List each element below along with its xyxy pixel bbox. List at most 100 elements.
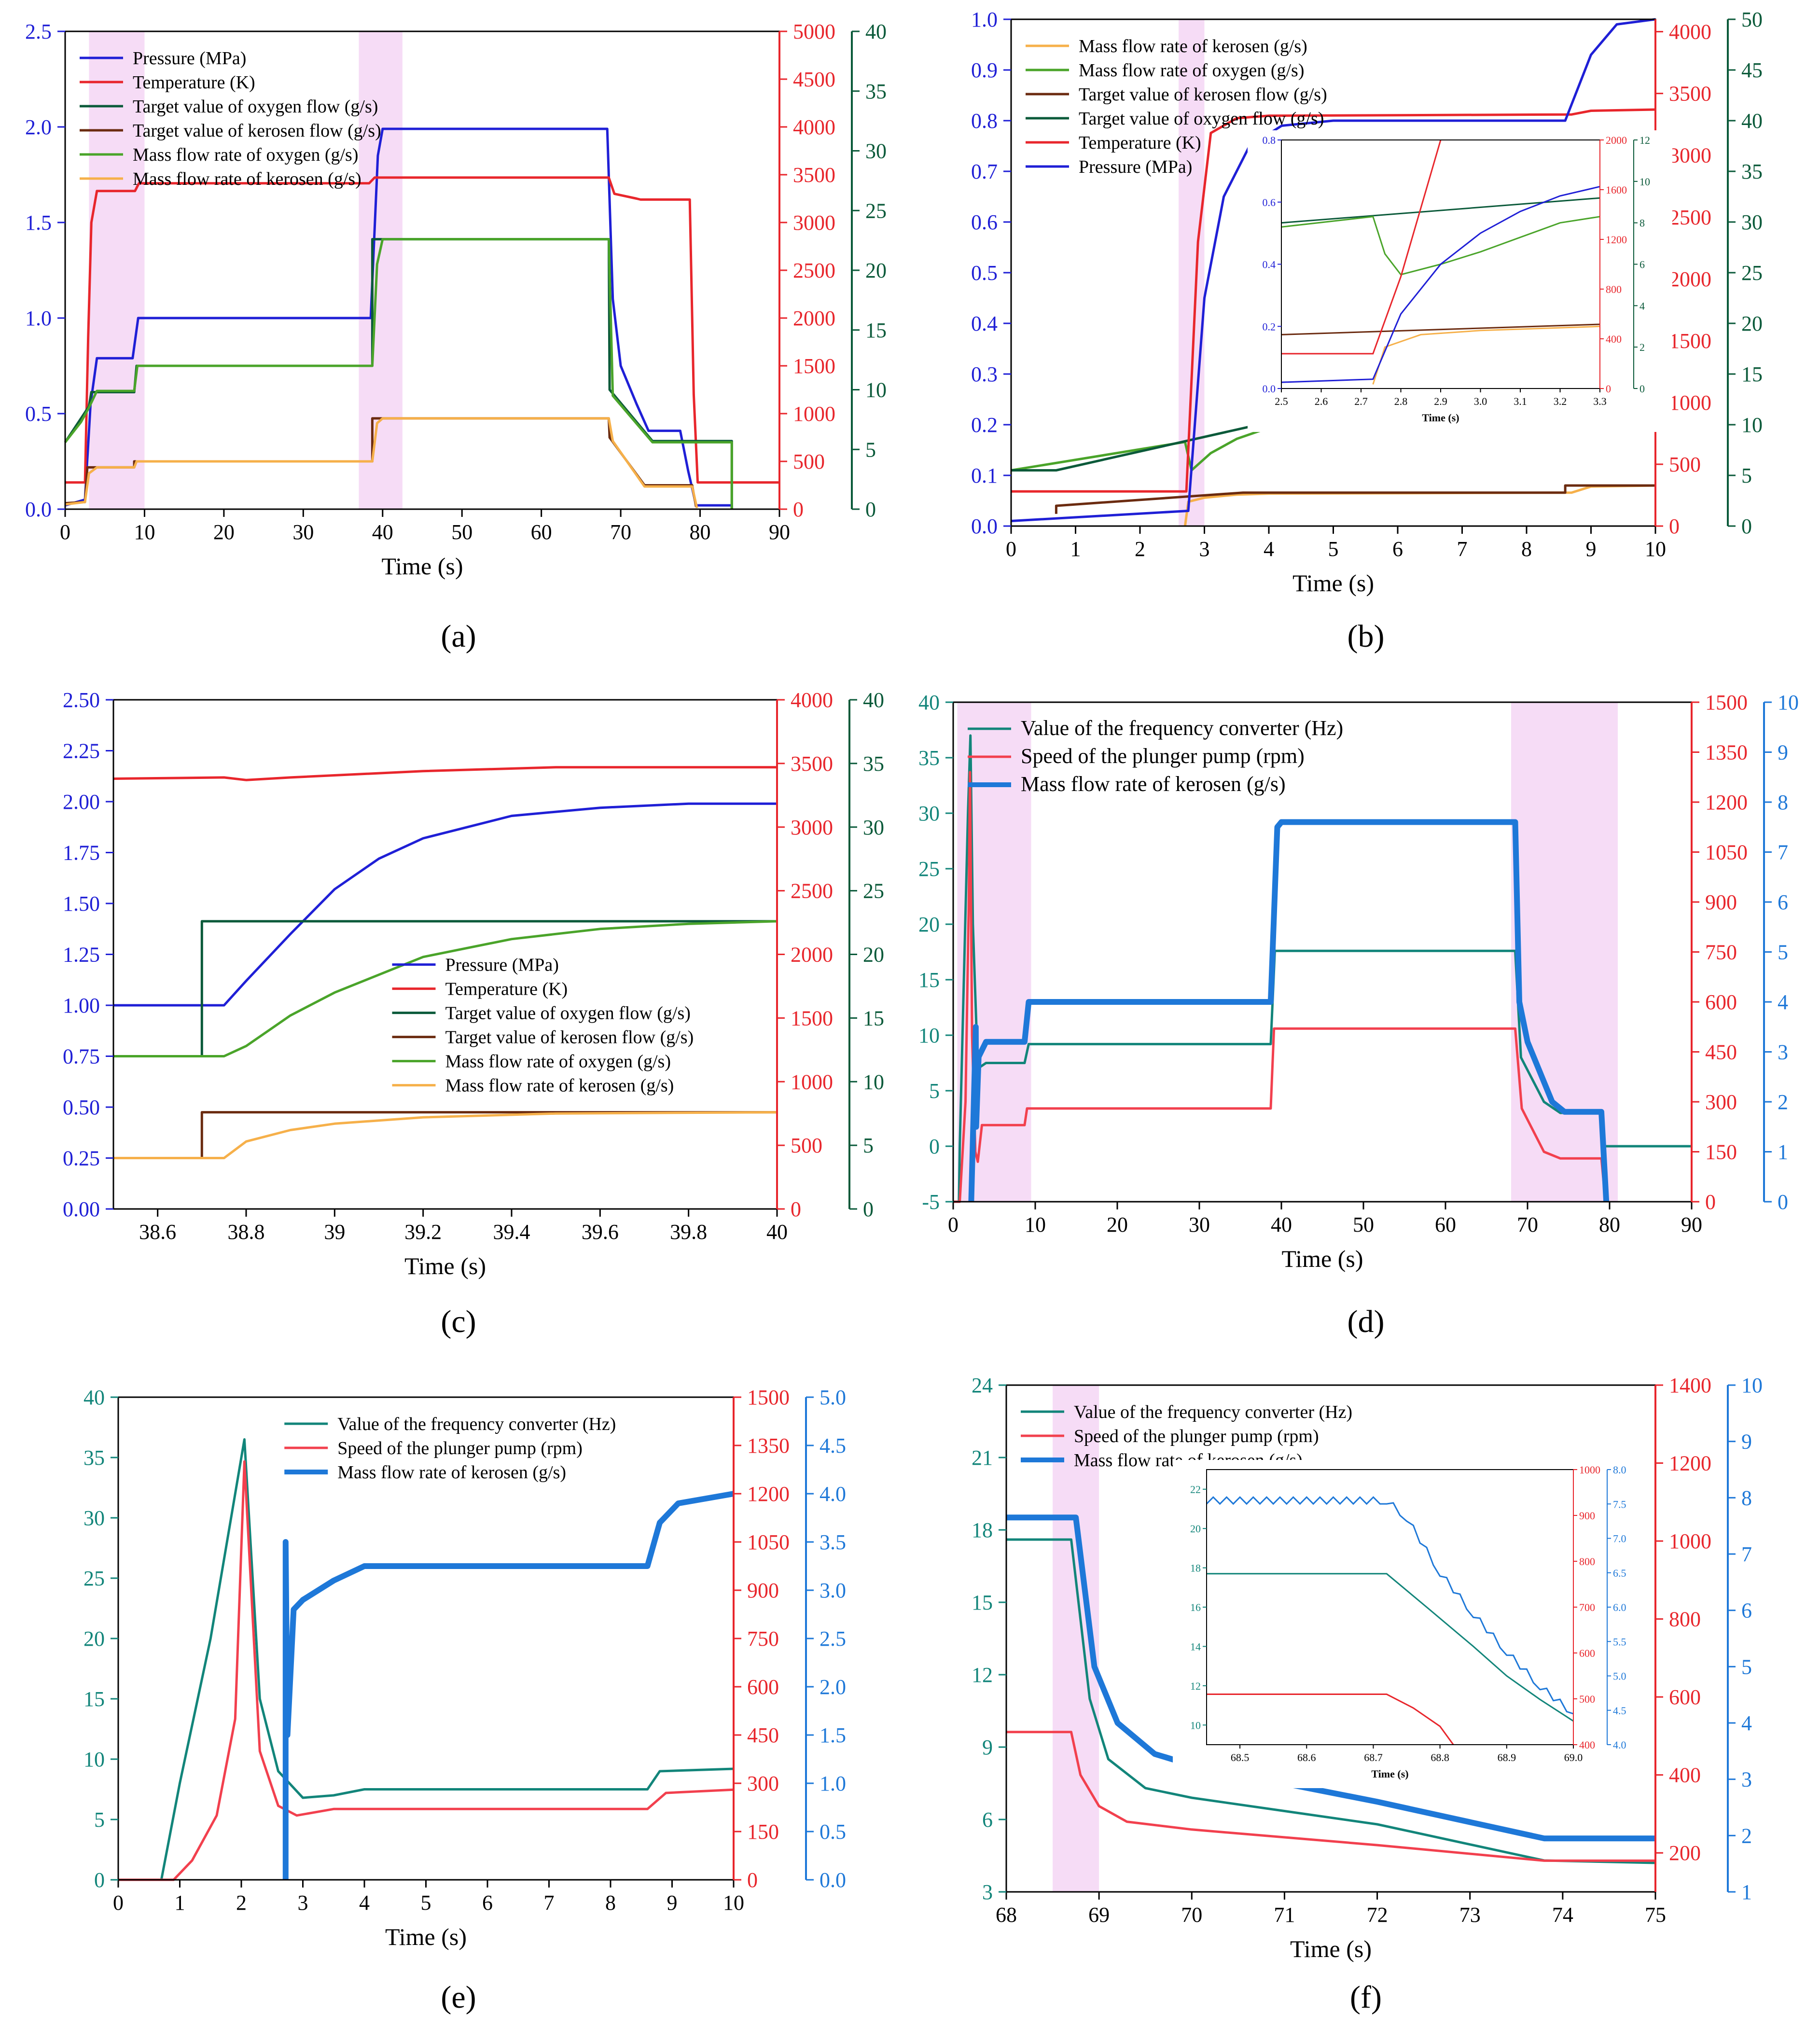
inset-y-tick-label: 4.0 <box>1613 1739 1626 1751</box>
y-tick-label: 0.6 <box>971 210 998 234</box>
x-tick-label: 70 <box>1517 1213 1538 1236</box>
y-tick-label: 2500 <box>791 879 833 903</box>
x-tick-label: 8 <box>605 1891 616 1915</box>
y-tick-label: 750 <box>747 1627 779 1651</box>
inset-y-tick-label: 14 <box>1190 1640 1201 1652</box>
y-tick-label: 0.75 <box>63 1045 100 1069</box>
y-tick-label: 1350 <box>747 1434 790 1458</box>
y-tick-label: 4 <box>1741 1711 1752 1735</box>
inset-x-tick-label: 2.7 <box>1354 395 1368 407</box>
x-tick-label: 4 <box>1264 537 1274 561</box>
inset-y-tick-label: 0 <box>1639 383 1645 395</box>
y-tick-label: 35 <box>918 746 940 770</box>
y-tick-label: 5 <box>94 1808 105 1832</box>
y-tick-label: -5 <box>922 1190 940 1214</box>
x-tick-label: 74 <box>1552 1903 1573 1927</box>
y-tick-label: 4000 <box>793 115 835 139</box>
x-tick-label: 70 <box>1181 1903 1202 1927</box>
series-line-1 <box>1183 484 1656 527</box>
inset-series-line-2 <box>1207 1573 1574 1722</box>
inset-chart: 68.5 68.6 68.7 68.8 68.9 69.0 Time (s) 10 12 14 16… <box>1173 1460 1646 1788</box>
legend-label: Value of the frequency converter (Hz) <box>1021 716 1343 740</box>
y-tick-label: 8 <box>1741 1486 1752 1510</box>
y-tick-label: 1.00 <box>63 994 100 1017</box>
legend-label: Mass flow rate of kerosen (g/s) <box>1021 772 1286 796</box>
y-tick-label: 35 <box>863 752 884 776</box>
x-axis-label: Time (s) <box>404 1252 486 1279</box>
y-tick-label: 0.9 <box>971 58 998 82</box>
inset-y-tick-label: 500 <box>1579 1693 1595 1705</box>
legend-label: Mass flow rate of kerosen (g/s) <box>1079 36 1307 56</box>
legend-label: Target value of oxygen flow (g/s) <box>133 97 378 117</box>
x-tick-label: 5 <box>1328 537 1339 561</box>
y-tick-label: 0 <box>863 1197 874 1221</box>
legend-label: Value of the frequency converter (Hz) <box>337 1414 616 1434</box>
y-tick-label: 1.75 <box>63 841 100 865</box>
y-tick-label: 15 <box>972 1591 993 1614</box>
panel-caption: (d) <box>1348 1304 1385 1339</box>
y-tick-label: 10 <box>865 378 887 402</box>
y-tick-label: 600 <box>747 1675 779 1699</box>
inset-y-tick-label: 6.0 <box>1613 1601 1626 1613</box>
series-line-2 <box>1006 1731 1655 1862</box>
y-tick-label: 1000 <box>793 402 835 426</box>
x-tick-label: 8 <box>1521 537 1532 561</box>
series-line-2 <box>65 176 779 484</box>
y-tick-label: 600 <box>1669 1685 1701 1709</box>
x-tick-label: 80 <box>690 520 711 544</box>
y-tick-label: 10 <box>1778 691 1799 714</box>
y-tick-label: 8 <box>1778 791 1788 814</box>
x-tick-label: 68 <box>996 1903 1017 1927</box>
y-tick-label: 3500 <box>1669 82 1711 106</box>
y-tick-label: 3500 <box>791 752 833 776</box>
y-tick-label: 3.0 <box>820 1579 846 1602</box>
inset-y-tick-label: 7.5 <box>1613 1498 1626 1510</box>
legend-label: Mass flow rate of kerosen (g/s) <box>445 1076 674 1096</box>
legend-label: Mass flow rate of kerosen (g/s) <box>337 1462 566 1483</box>
y-tick-label: 10 <box>83 1748 105 1771</box>
x-tick-label: 3 <box>298 1891 308 1915</box>
x-tick-label: 75 <box>1645 1903 1666 1927</box>
inset-series-line-1 <box>1206 1496 1574 1715</box>
y-tick-label: 1200 <box>1669 1452 1711 1475</box>
y-tick-label: 20 <box>918 913 940 936</box>
y-tick-label: 25 <box>83 1567 105 1590</box>
highlight-band <box>89 31 145 509</box>
x-tick-label: 3 <box>1199 537 1210 561</box>
highlight-band <box>359 31 403 509</box>
x-tick-label: 90 <box>1681 1213 1702 1236</box>
y-tick-label: 30 <box>863 816 884 839</box>
x-tick-label: 40 <box>1271 1213 1292 1236</box>
inset-y-tick-label: 22 <box>1190 1484 1201 1496</box>
y-tick-label: 30 <box>918 802 940 825</box>
legend-label: Value of the frequency converter (Hz) <box>1074 1402 1352 1422</box>
x-axis-label: Time (s) <box>385 1923 467 1950</box>
y-tick-label: 5.0 <box>820 1386 846 1409</box>
inset-y-tick-label: 0.6 <box>1263 196 1276 208</box>
y-tick-label: 10 <box>1741 1374 1763 1397</box>
y-tick-label: 10 <box>1741 413 1763 437</box>
inset-x-tick-label: 3.3 <box>1593 395 1607 407</box>
x-tick-label: 1 <box>175 1891 185 1915</box>
y-tick-label: 600 <box>1705 990 1737 1014</box>
y-tick-label: 3000 <box>793 211 835 235</box>
inset-x-tick-label: 2.6 <box>1315 395 1328 407</box>
x-tick-label: 38.6 <box>139 1220 176 1244</box>
y-tick-label: 40 <box>865 20 887 43</box>
y-tick-label: 300 <box>747 1772 779 1795</box>
x-tick-label: 39.4 <box>493 1220 530 1244</box>
y-tick-label: 0 <box>865 498 876 521</box>
y-tick-label: 0.5 <box>971 261 998 285</box>
y-tick-label: 3000 <box>791 816 833 839</box>
legend: Pressure (MPa) Temperature (K) Target valu… <box>80 48 381 189</box>
legend-label: Pressure (MPa) <box>133 48 246 69</box>
x-tick-label: 1 <box>1070 537 1081 561</box>
x-tick-label: 10 <box>1645 537 1666 561</box>
y-tick-label: 0.0 <box>25 498 52 521</box>
x-tick-label: 4 <box>359 1891 370 1915</box>
inset-x-tick-label: 68.7 <box>1364 1751 1383 1763</box>
y-tick-label: 30 <box>865 139 887 163</box>
y-tick-label: 15 <box>865 319 887 342</box>
x-tick-label: 7 <box>1457 537 1468 561</box>
